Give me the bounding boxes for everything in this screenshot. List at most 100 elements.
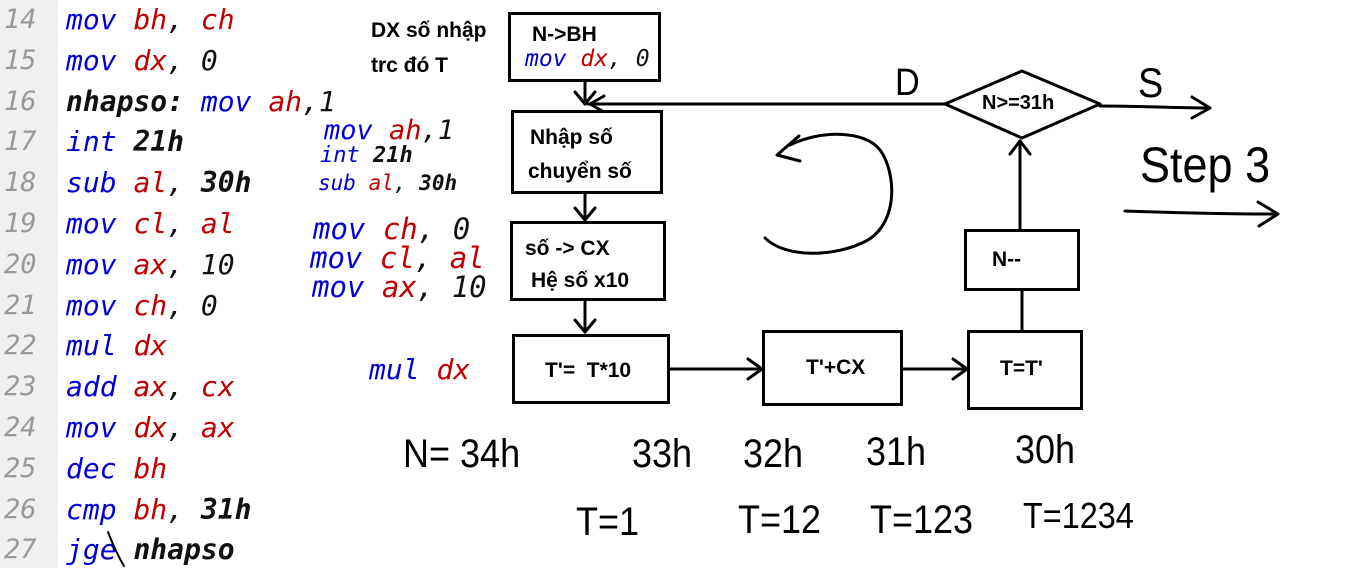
code-token: mov bbox=[525, 46, 581, 72]
code-token: bh bbox=[133, 492, 168, 526]
code-token: , bbox=[167, 247, 201, 281]
step3-underline-arrow bbox=[1123, 209, 1277, 216]
code-token: mov bbox=[313, 212, 383, 246]
code-token: nhapso bbox=[133, 533, 235, 567]
line-number: 17 bbox=[4, 126, 37, 158]
hand-d-label: D bbox=[895, 62, 920, 104]
arrowhead bbox=[1008, 139, 1032, 156]
code-token: al bbox=[368, 171, 394, 195]
arrowhead bbox=[573, 206, 597, 222]
arrowhead bbox=[588, 94, 606, 114]
code-token: jge bbox=[66, 533, 134, 567]
code-token: 0 bbox=[452, 212, 471, 246]
arrowhead bbox=[1190, 95, 1212, 120]
code-token: mov bbox=[312, 270, 382, 304]
code-token: cl bbox=[133, 207, 168, 240]
code-token: dx bbox=[133, 43, 168, 77]
code-token: , bbox=[167, 492, 201, 526]
arrowhead bbox=[775, 134, 802, 163]
box-t-add: T'+CX bbox=[762, 330, 903, 406]
code-token: mov bbox=[66, 288, 134, 322]
code-token: , bbox=[393, 171, 420, 195]
code-token: int bbox=[320, 143, 373, 168]
code-token: mov bbox=[66, 411, 134, 444]
code-text: cmp bh, 31h bbox=[66, 490, 251, 530]
n-value: 32h bbox=[743, 432, 804, 476]
line-number: 25 bbox=[4, 452, 37, 484]
code-token: bh bbox=[133, 3, 168, 36]
code-token: al bbox=[200, 207, 235, 240]
code-token: mov bbox=[66, 3, 134, 36]
line-number-gutter bbox=[0, 0, 58, 568]
code-token: dx bbox=[580, 46, 609, 72]
line-number: 26 bbox=[4, 493, 37, 525]
box-t-set: T=T' bbox=[967, 330, 1083, 410]
arrowhead bbox=[1256, 200, 1280, 228]
box-t-mul: T'= T*10 bbox=[512, 334, 670, 404]
code-token: cmp bbox=[66, 492, 134, 526]
code-text: mul dx bbox=[66, 326, 167, 366]
box-so-cx-line1: số -> CX bbox=[525, 237, 610, 260]
code-token: mov bbox=[324, 115, 390, 146]
arrow-to-step3 bbox=[1098, 104, 1210, 110]
loop-cycle-arrow bbox=[763, 132, 894, 255]
code-text: mov dx, ax bbox=[66, 408, 235, 448]
line-number: 15 bbox=[4, 44, 37, 76]
code-token: 31h bbox=[200, 492, 252, 526]
n-value: N= 34h bbox=[403, 432, 521, 476]
line-number: 27 bbox=[4, 534, 37, 566]
code-token: 21h bbox=[133, 125, 185, 159]
n-value: 33h bbox=[632, 432, 693, 476]
code-token: 10 bbox=[200, 247, 235, 281]
note-line: mov ch, 0 bbox=[313, 215, 470, 244]
n-value: 31h bbox=[866, 430, 927, 474]
condition-label: N>=31h bbox=[982, 92, 1055, 114]
code-token: , bbox=[167, 166, 201, 200]
box-t-add-label: T'+CX bbox=[806, 356, 866, 379]
arrowhead bbox=[573, 318, 597, 334]
box-nhap-so: Nhập số chuyển số bbox=[511, 110, 663, 194]
code-token: mul bbox=[66, 329, 134, 363]
code-token: mov bbox=[310, 241, 380, 275]
code-token: , bbox=[167, 43, 201, 77]
code-text: dec bh bbox=[66, 449, 167, 489]
code-token: sub bbox=[66, 166, 134, 200]
hand-s-label: S bbox=[1138, 59, 1164, 106]
code-token: 30h bbox=[419, 171, 458, 195]
t-value: T=1234 bbox=[1023, 495, 1134, 536]
note-line: mov ax, 10 bbox=[312, 273, 487, 302]
note-line: mov cl, al bbox=[310, 244, 485, 273]
step3-label: Step 3 bbox=[1140, 137, 1271, 193]
t-value: T=1 bbox=[576, 500, 640, 544]
code-token: 0 bbox=[635, 46, 650, 72]
code-token: cl bbox=[379, 241, 415, 275]
code-text: add ax, cx bbox=[66, 367, 235, 407]
box-so-cx: số -> CX Hệ số x10 bbox=[510, 221, 666, 301]
code-token: nhapso: bbox=[66, 84, 185, 118]
code-text: nhapso: mov ah,1 bbox=[66, 82, 336, 122]
code-token: ch bbox=[133, 288, 168, 322]
jge-scribble bbox=[107, 531, 125, 567]
code-token: , bbox=[167, 3, 201, 36]
box-n-to-bh-label: N->BH bbox=[532, 23, 597, 46]
code-token: ah bbox=[389, 115, 422, 146]
code-token: ax bbox=[381, 270, 417, 304]
dx-note-line2: trc đó T bbox=[371, 54, 448, 77]
code-token: bh bbox=[133, 451, 168, 485]
box-n-to-bh-code: mov dx, 0 bbox=[525, 48, 650, 71]
code-token: ch bbox=[382, 212, 418, 246]
code-token: mul bbox=[369, 353, 437, 386]
box-nhap-so-line1: Nhập số bbox=[530, 126, 613, 149]
code-token: 0 bbox=[200, 43, 218, 77]
code-token: ax bbox=[133, 370, 168, 404]
code-token: int bbox=[66, 125, 134, 159]
code-token: mov bbox=[66, 43, 134, 77]
box-n-to-bh: N->BH mov dx, 0 bbox=[508, 12, 661, 82]
code-token: , bbox=[416, 270, 452, 304]
code-token: dx bbox=[133, 411, 168, 444]
code-token: 0 bbox=[200, 288, 218, 322]
line-number: 19 bbox=[4, 208, 37, 239]
condition-diamond bbox=[943, 69, 1102, 140]
dx-note-line1: DX số nhập bbox=[371, 19, 487, 42]
